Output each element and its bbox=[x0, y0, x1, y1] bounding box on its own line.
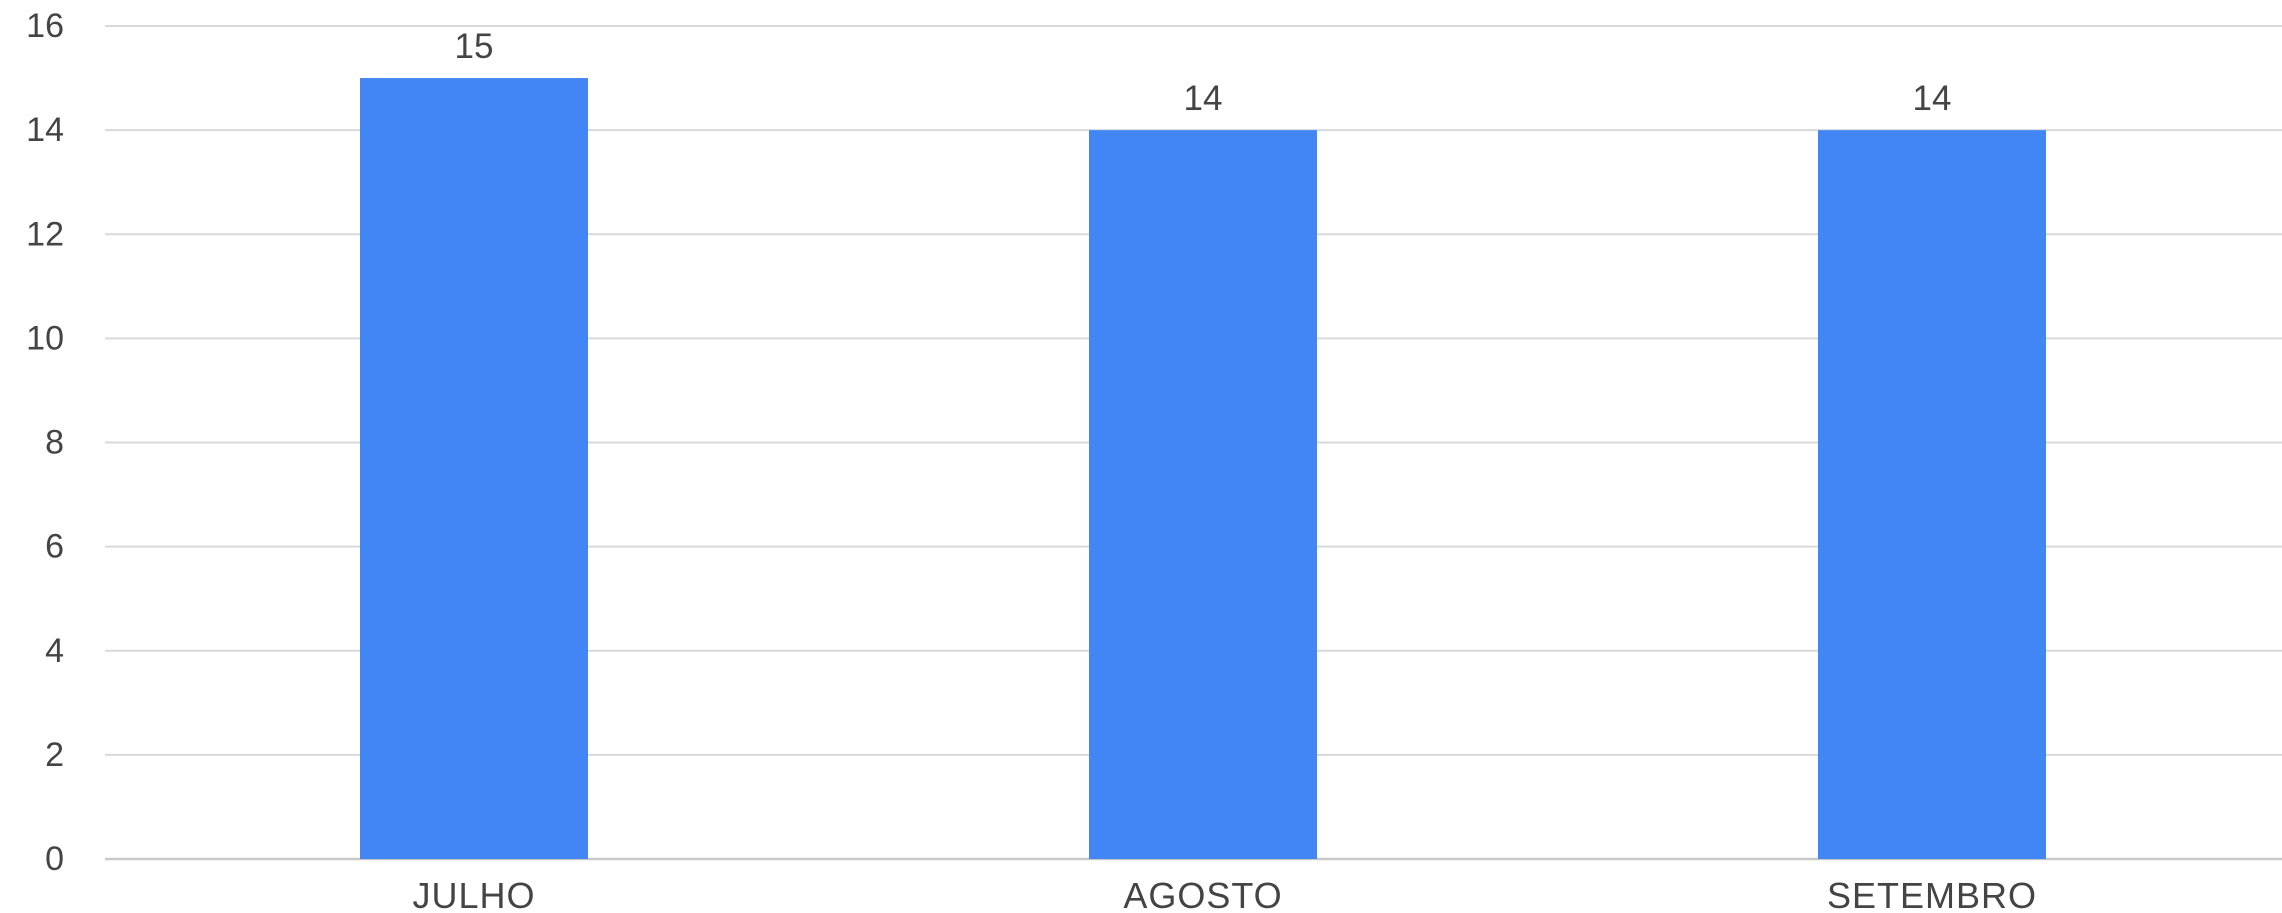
bar bbox=[1089, 130, 1317, 859]
bars bbox=[360, 78, 2046, 859]
y-tick-label: 4 bbox=[45, 632, 64, 670]
data-label: 14 bbox=[1913, 79, 1952, 118]
y-axis: 0 2 4 6 8 10 12 14 16 bbox=[26, 7, 64, 878]
bar bbox=[360, 78, 588, 859]
y-tick-label: 14 bbox=[26, 111, 64, 149]
x-axis: JULHO AGOSTO SETEMBRO bbox=[412, 875, 2037, 913]
y-tick-label: 16 bbox=[26, 7, 64, 45]
y-tick-label: 8 bbox=[45, 424, 64, 462]
data-label: 14 bbox=[1184, 79, 1223, 118]
y-tick-label: 0 bbox=[45, 840, 64, 878]
x-tick-label: AGOSTO bbox=[1123, 875, 1282, 913]
data-labels: 15 14 14 bbox=[455, 27, 1952, 118]
y-tick-label: 6 bbox=[45, 528, 64, 566]
y-tick-label: 12 bbox=[26, 215, 64, 253]
x-tick-label: JULHO bbox=[412, 875, 535, 913]
x-tick-label: SETEMBRO bbox=[1827, 875, 2037, 913]
y-tick-label: 10 bbox=[26, 319, 64, 357]
y-tick-label: 2 bbox=[45, 736, 64, 774]
data-label: 15 bbox=[455, 27, 494, 66]
bar bbox=[1818, 130, 2046, 859]
